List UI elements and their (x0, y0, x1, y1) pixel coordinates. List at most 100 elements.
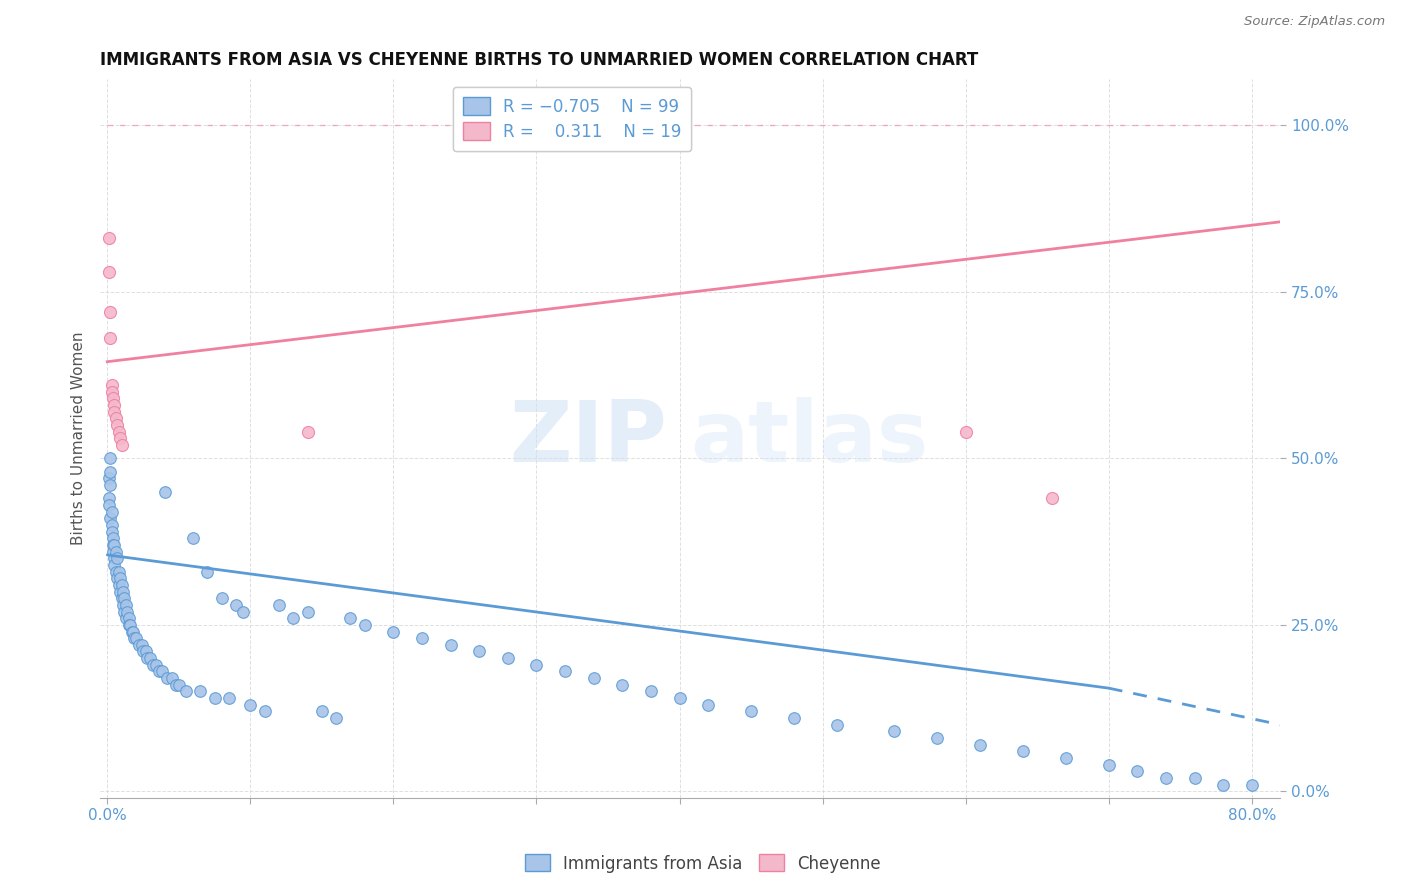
Point (582, 671, 605, 685)
Point (283, 611, 305, 625)
Legend: Immigrants from Asia, Cheyenne: Immigrants from Asia, Cheyenne (519, 847, 887, 880)
Point (225, 598, 247, 612)
Point (955, 425, 977, 439)
Point (883, 724, 905, 739)
Point (1126, 764, 1149, 779)
Point (104, 565, 127, 579)
Point (697, 698, 720, 712)
Point (108, 584, 131, 599)
Point (111, 584, 134, 599)
Point (1212, 778, 1234, 792)
Point (1184, 771, 1206, 785)
Point (98, 478, 121, 492)
Point (496, 651, 519, 665)
Point (105, 551, 128, 566)
Point (612, 678, 634, 692)
Point (98, 304, 121, 318)
Point (411, 631, 433, 645)
Point (103, 405, 125, 419)
Point (325, 711, 347, 725)
Point (107, 425, 129, 439)
Point (339, 611, 361, 625)
Legend: R = −0.705    N = 99, R =    0.311    N = 19: R = −0.705 N = 99, R = 0.311 N = 19 (453, 87, 692, 151)
Point (132, 644, 155, 658)
Point (118, 611, 141, 625)
Point (297, 425, 319, 439)
Point (267, 598, 290, 612)
Text: ZIP: ZIP (509, 397, 666, 480)
Point (1012, 744, 1035, 758)
Point (925, 731, 948, 745)
Point (145, 657, 167, 672)
Point (969, 738, 991, 752)
Point (1154, 771, 1177, 785)
Point (554, 665, 576, 679)
Point (111, 598, 134, 612)
Point (197, 565, 219, 579)
Point (135, 644, 157, 658)
Point (142, 657, 165, 672)
Point (110, 578, 132, 592)
Point (783, 711, 806, 725)
Point (115, 611, 138, 625)
Point (98, 451, 121, 466)
Point (253, 705, 276, 719)
Point (122, 624, 145, 639)
Point (188, 684, 211, 698)
Point (160, 671, 183, 685)
Point (167, 678, 190, 692)
Point (97, 265, 120, 279)
Point (98, 331, 121, 345)
Point (181, 531, 204, 545)
Point (103, 538, 125, 552)
Point (101, 538, 124, 552)
Point (128, 638, 150, 652)
Point (114, 591, 136, 606)
Point (100, 505, 122, 519)
Point (153, 484, 176, 499)
Point (174, 684, 197, 698)
Point (103, 558, 125, 572)
Text: IMMIGRANTS FROM ASIA VS CHEYENNE BIRTHS TO UNMARRIED WOMEN CORRELATION CHART: IMMIGRANTS FROM ASIA VS CHEYENNE BIRTHS … (100, 51, 979, 69)
Point (211, 591, 233, 606)
Point (232, 605, 254, 619)
Point (139, 651, 162, 665)
Point (1240, 778, 1263, 792)
Point (1054, 751, 1077, 765)
Point (468, 644, 491, 658)
Point (165, 678, 187, 692)
Point (526, 657, 548, 672)
Point (108, 571, 131, 585)
Text: Source: ZipAtlas.com: Source: ZipAtlas.com (1244, 15, 1385, 29)
Point (218, 691, 240, 706)
Point (125, 631, 148, 645)
Point (150, 665, 173, 679)
Point (382, 624, 405, 639)
Point (115, 598, 138, 612)
Point (311, 705, 333, 719)
Text: atlas: atlas (690, 397, 928, 480)
Point (740, 705, 762, 719)
Point (124, 631, 146, 645)
Point (98, 465, 121, 479)
Point (101, 531, 124, 545)
Point (353, 618, 375, 632)
Point (98, 511, 121, 525)
Point (1040, 491, 1063, 506)
Point (105, 417, 128, 432)
Point (101, 392, 124, 406)
Point (100, 517, 122, 532)
Point (148, 665, 170, 679)
Point (118, 618, 141, 632)
Point (121, 624, 143, 639)
Point (114, 605, 136, 619)
Point (110, 438, 132, 452)
Point (110, 591, 132, 606)
Point (103, 398, 125, 412)
Point (104, 544, 127, 558)
Point (239, 698, 262, 712)
Y-axis label: Births to Unmarried Women: Births to Unmarried Women (72, 332, 86, 545)
Point (120, 618, 142, 632)
Point (640, 684, 662, 698)
Point (104, 411, 127, 425)
